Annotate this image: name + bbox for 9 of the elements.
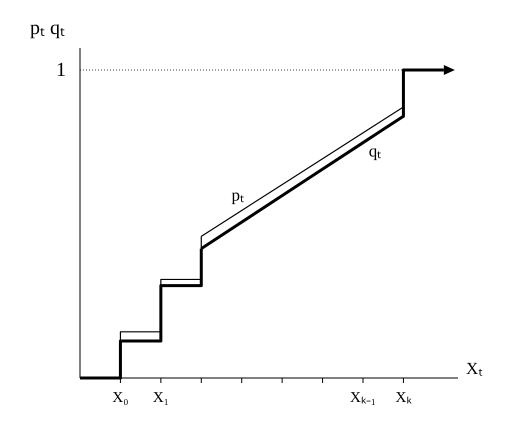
x-tick-label: X₁ <box>152 390 169 406</box>
series-label: qₜ <box>368 142 382 161</box>
y-axis-title: pₜ qₜ <box>30 17 65 39</box>
series-label: pₜ <box>231 185 244 204</box>
x-tick-label: Xₖ <box>396 390 412 406</box>
ref-line-label: 1 <box>56 59 66 81</box>
x-axis-title: Xₜ <box>466 359 482 378</box>
x-tick-label: Xₖ₋₁ <box>350 390 376 406</box>
x-tick-label: X₀ <box>112 390 128 406</box>
